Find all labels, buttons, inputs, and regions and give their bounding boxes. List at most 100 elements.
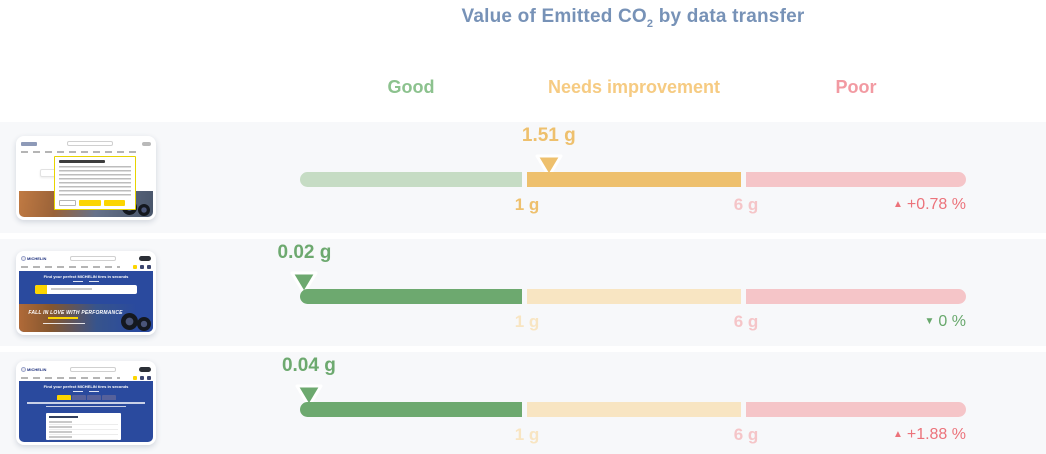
- title-prefix: Value of Emitted CO: [461, 6, 647, 27]
- value-label: 0.02 g: [277, 242, 332, 263]
- gauge-row-tire-selector: MICHELIN Find your perfect MICHELIN tire…: [0, 352, 1046, 454]
- page-thumbnail-homepage[interactable]: MICHELIN Find your perfect MICHELIN tire…: [16, 250, 156, 335]
- dropdown-header-placeholder: [48, 416, 78, 418]
- zone-label-poor: Poor: [835, 77, 877, 97]
- account-icon: [147, 375, 151, 380]
- michelin-man-icon: [21, 366, 26, 372]
- gauge-segment-poor: [746, 289, 966, 304]
- mini-nav-row: [19, 374, 153, 381]
- mini-nav-links: [21, 151, 141, 153]
- hero-detail-line: [43, 322, 86, 325]
- michelin-man-icon: [21, 256, 26, 261]
- mini-link: [73, 280, 83, 282]
- mini-caption-line: [45, 405, 127, 407]
- tire-image: [121, 312, 138, 330]
- mini-heading: Find your perfect MICHELIN tires in seco…: [43, 273, 129, 279]
- michelin-logo: MICHELIN: [27, 366, 47, 372]
- mini-link: [73, 391, 83, 392]
- tick-1g: 1 g: [514, 425, 540, 444]
- dropdown-option: [48, 435, 118, 440]
- mini-search-bar: [66, 141, 113, 146]
- title-subscript: 2: [646, 17, 654, 30]
- gauge-segment-good: [300, 289, 522, 304]
- title-suffix: by data transfer: [653, 6, 805, 27]
- delta-indicator: ▲ +0.78 %: [893, 196, 966, 214]
- mini-page-body: Find your perfect MICHELIN tires in seco…: [19, 381, 153, 442]
- mini-site-header: [19, 139, 153, 149]
- mini-nav-links: [21, 376, 120, 379]
- location-pin-icon: [133, 375, 137, 380]
- page-thumbnail-tire-selector[interactable]: MICHELIN Find your perfect MICHELIN tire…: [16, 361, 156, 445]
- delta-arrow-icon: ▲: [892, 429, 903, 440]
- mini-link-row: [19, 280, 153, 282]
- mini-nav-row: [19, 264, 153, 271]
- tab: [71, 395, 86, 400]
- dropdown-option: [48, 420, 118, 425]
- value-marker-icon: [290, 271, 318, 295]
- mini-site-header: MICHELIN: [19, 364, 153, 374]
- tab-active: [56, 395, 71, 400]
- gauge-segment-poor: [746, 172, 966, 187]
- mini-menu-button: [142, 141, 151, 146]
- tab: [86, 395, 101, 400]
- mini-site-header: MICHELIN: [19, 254, 153, 264]
- mini-logo: [21, 141, 37, 146]
- vehicle-dropdown-panel: [45, 413, 121, 440]
- mini-page-body: [19, 156, 153, 217]
- page-title: Value of Emitted CO2 by data transfer: [300, 6, 966, 30]
- gauge-segment-needs-improvement: [527, 172, 741, 187]
- zone-label-good: Good: [387, 77, 435, 97]
- delta-arrow-icon: ▲: [892, 199, 903, 210]
- account-icon: [147, 265, 151, 269]
- dialog-text-placeholder: [58, 166, 131, 198]
- tire-search-input: [35, 284, 137, 294]
- delta-indicator: ▲ +1.88 %: [893, 426, 966, 444]
- tick-6g: 6 g: [733, 425, 759, 444]
- michelin-logo: MICHELIN: [27, 256, 47, 261]
- value-marker-icon: [535, 154, 563, 178]
- zone-label-needs-improvement: Needs improvement: [547, 77, 721, 97]
- mini-page-body: Find your perfect MICHELIN tires in seco…: [19, 270, 153, 332]
- dialog-accept-button: [79, 199, 101, 206]
- mini-search-bar: [69, 256, 116, 261]
- value-label: 1.51 g: [521, 125, 576, 146]
- selector-tabs: [19, 395, 153, 400]
- hero-headline: FALL IN LOVE WITH PERFORMANCE: [28, 309, 123, 316]
- tick-1g: 1 g: [514, 312, 540, 331]
- gauge-segment-good: [300, 402, 522, 417]
- mini-menu-button: [139, 256, 151, 261]
- search-category-chip: [35, 284, 48, 294]
- mini-link-row: [19, 391, 153, 392]
- gauge-row-homepage: MICHELIN Find your perfect MICHELIN tire…: [0, 239, 1046, 346]
- dealer-icon: [140, 265, 144, 269]
- mini-nav-row: [19, 149, 153, 156]
- dialog-title-placeholder: [58, 160, 105, 164]
- search-placeholder-line: [51, 288, 92, 290]
- gauge-segment-needs-improvement: [527, 402, 741, 417]
- delta-value: +1.88 %: [906, 426, 966, 443]
- delta-value: 0 %: [938, 313, 966, 330]
- mini-link: [89, 391, 99, 392]
- dropdown-option: [48, 430, 118, 435]
- mini-nav-links: [21, 266, 120, 268]
- dialog-confirm-button: [103, 199, 126, 206]
- tick-6g: 6 g: [733, 195, 759, 214]
- mini-heading: Find your perfect MICHELIN tires in seco…: [43, 384, 129, 389]
- dialog-buttons: [58, 199, 131, 206]
- dropdown-option: [48, 425, 118, 430]
- tire-image: [137, 316, 151, 331]
- gauge-segment-needs-improvement: [527, 289, 741, 304]
- mini-link: [89, 280, 99, 282]
- mini-caption-line: [27, 402, 145, 404]
- mini-menu-button: [139, 366, 151, 372]
- page-thumbnail-cookie-consent[interactable]: [16, 135, 156, 220]
- tick-6g: 6 g: [733, 312, 759, 331]
- dealer-icon: [140, 375, 144, 380]
- mini-hero-image: FALL IN LOVE WITH PERFORMANCE: [19, 303, 153, 332]
- delta-value: +0.78 %: [906, 196, 966, 213]
- cookie-consent-dialog: [53, 156, 136, 210]
- hero-offer-line: [48, 316, 79, 319]
- tick-1g: 1 g: [514, 195, 540, 214]
- mini-search-bar: [69, 366, 116, 372]
